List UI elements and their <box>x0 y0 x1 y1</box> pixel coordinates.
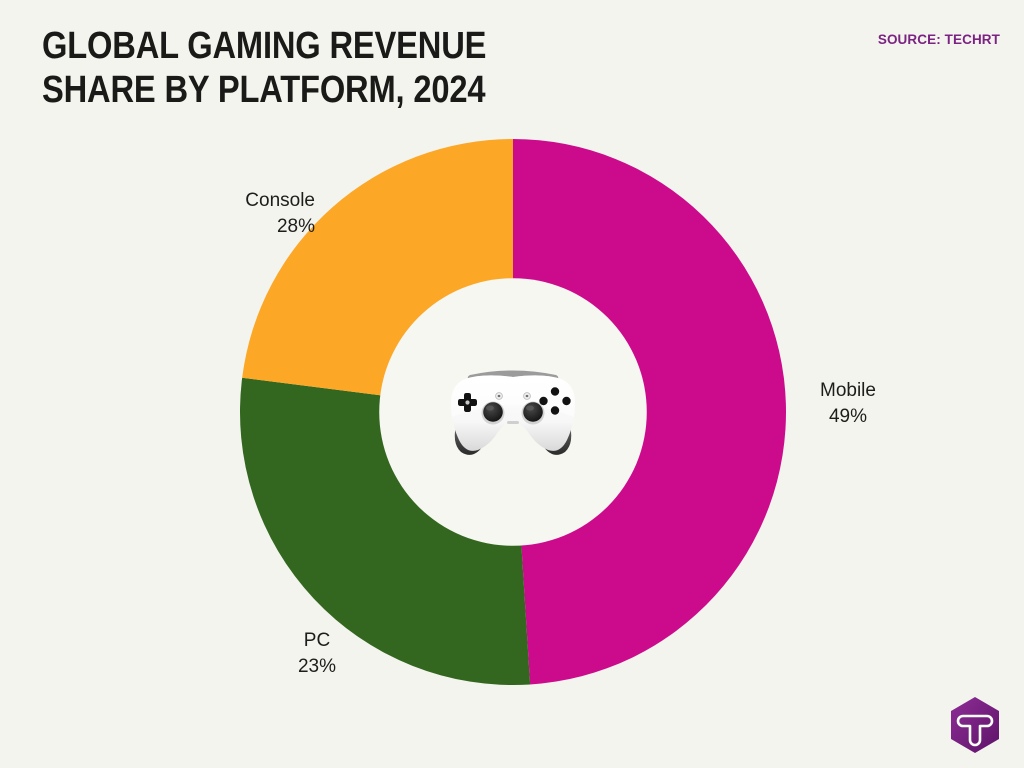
slice-label-console-name: Console <box>245 190 315 211</box>
donut-chart <box>240 139 786 685</box>
donut-slice-mobile[interactable] <box>513 139 786 685</box>
slice-label-pc-value: 23% <box>297 655 337 677</box>
source-label: SOURCE: TECHRT <box>877 32 1000 47</box>
page-title: GLOBAL GAMING REVENUE SHARE BY PLATFORM,… <box>42 25 487 112</box>
slice-label-pc: PC 23% <box>262 628 372 679</box>
slice-label-mobile: Mobile 49% <box>793 378 903 429</box>
game-controller-icon <box>437 359 589 465</box>
slice-label-console-value: 28% <box>276 215 315 237</box>
techrt-hexagon-logo[interactable] <box>944 694 1006 756</box>
slice-label-console: Console 28% <box>150 188 315 239</box>
slice-label-mobile-name: Mobile <box>820 380 876 401</box>
slice-label-pc-name: PC <box>303 630 331 651</box>
slice-label-mobile-value: 49% <box>828 405 868 427</box>
